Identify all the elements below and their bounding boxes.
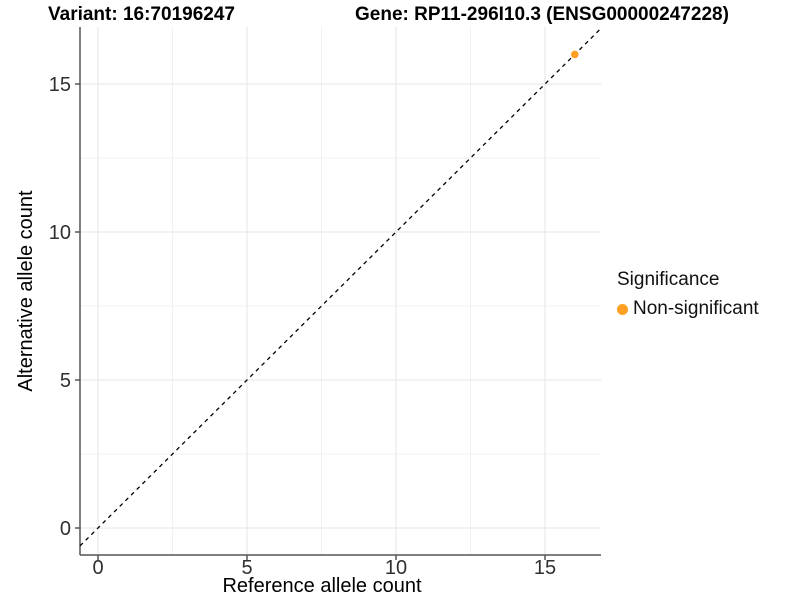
x-tick-label: 0	[92, 557, 103, 579]
y-tick-label: 15	[49, 74, 71, 96]
x-tick-label: 10	[385, 557, 407, 579]
data-point	[571, 50, 579, 59]
variant-title: Variant: 16:70196247	[48, 4, 235, 25]
y-tick-label: 5	[60, 370, 71, 392]
y-tick-label: 0	[60, 518, 71, 540]
y-tick-label: 10	[49, 222, 71, 244]
legend-point-icon	[617, 303, 628, 315]
y-axis-title: Alternative allele count	[15, 190, 37, 392]
x-axis-title: Reference allele count	[222, 575, 422, 597]
legend-item-non-significant: Non-significant	[617, 298, 759, 321]
gene-title: Gene: RP11-296I10.3 (ENSG00000247228)	[355, 4, 729, 25]
identity-dashed-line	[79, 27, 602, 547]
x-tick-label: 5	[241, 557, 252, 579]
legend-item-label: Non-significant	[633, 297, 759, 319]
legend: Significance Non-significant	[617, 269, 759, 321]
x-tick-label: 15	[534, 557, 556, 579]
legend-title: Significance	[617, 269, 720, 290]
